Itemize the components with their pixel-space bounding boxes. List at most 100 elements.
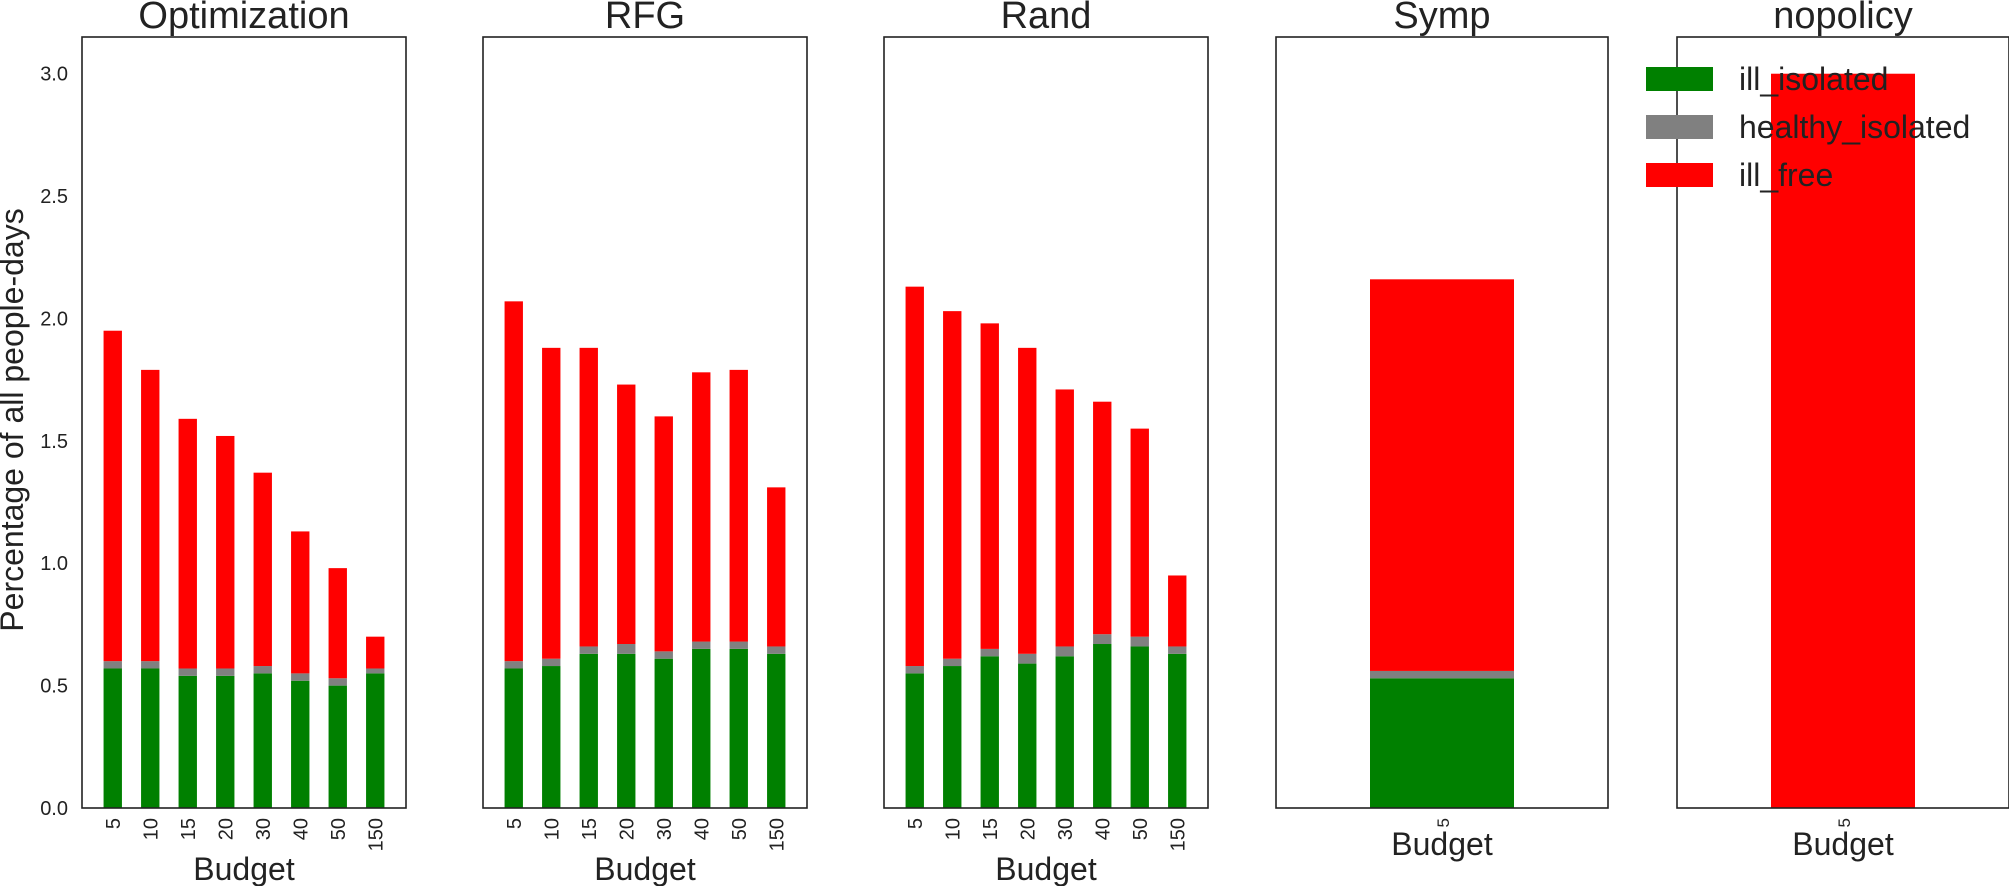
bar-segment-ill-free <box>1771 73 1915 808</box>
legend-swatch-ill-isolated <box>1646 67 1713 91</box>
x-tick-label: 20 <box>616 818 638 840</box>
bar-segment-ill-free <box>103 330 122 662</box>
bar-segment-healthy-isolated <box>1168 646 1187 654</box>
legend-label: ill_isolated <box>1739 61 1888 97</box>
bar-segment-ill-isolated <box>692 648 711 808</box>
bar-segment-ill-isolated <box>617 653 636 808</box>
x-tick-label: 5 <box>103 818 125 829</box>
bar-segment-ill-free <box>692 372 711 642</box>
bar-segment-healthy-isolated <box>1130 636 1149 647</box>
bar-segment-healthy-isolated <box>1055 646 1074 657</box>
bar-segment-healthy-isolated <box>178 668 197 676</box>
panel-title: Optimization <box>138 0 349 37</box>
bar-segment-ill-free <box>579 347 598 647</box>
y-tick-label: 0.0 <box>40 798 68 820</box>
bar-segment-healthy-isolated <box>579 646 598 654</box>
legend-swatch-ill-free <box>1646 163 1713 187</box>
x-tick-label: 15 <box>980 818 1002 840</box>
bar-segment-ill-free <box>980 323 999 649</box>
bar-segment-ill-isolated <box>366 673 385 808</box>
bar-segment-ill-free <box>1055 389 1074 647</box>
bar-segment-healthy-isolated <box>1018 653 1037 664</box>
panel-frame <box>81 36 407 809</box>
x-tick-label: 150 <box>766 818 788 851</box>
x-tick-label: 30 <box>654 818 676 840</box>
x-tick-label: 50 <box>729 818 751 840</box>
bar-segment-ill-isolated <box>767 653 786 808</box>
bar-segment-ill-free <box>729 369 748 642</box>
bar-segment-ill-free <box>1018 347 1037 654</box>
x-axis-label: Budget <box>1792 826 1894 862</box>
bar-segment-healthy-isolated <box>1370 670 1514 679</box>
bar-segment-healthy-isolated <box>729 641 748 649</box>
x-tick-label: 150 <box>365 818 387 851</box>
x-tick-label: 40 <box>1092 818 1114 840</box>
x-tick-label: 30 <box>253 818 275 840</box>
bar-segment-healthy-isolated <box>943 658 962 667</box>
bar-segment-ill-free <box>328 568 347 679</box>
panel-frame <box>1275 36 1609 809</box>
bar-segment-ill-isolated <box>103 668 122 808</box>
bar-segment-ill-isolated <box>1055 656 1074 808</box>
x-tick-label: 40 <box>290 818 312 840</box>
x-axis-label: Budget <box>594 851 696 886</box>
bar-segment-healthy-isolated <box>216 668 235 676</box>
bar-segment-ill-isolated <box>1370 678 1514 808</box>
bar-segment-ill-isolated <box>1168 653 1187 808</box>
y-tick-label: 2.5 <box>40 186 68 208</box>
bar-segment-ill-isolated <box>504 668 523 808</box>
panel-frame <box>883 36 1209 809</box>
y-axis-label: Percentage of all people-days <box>0 208 30 631</box>
x-axis-label: Budget <box>995 851 1097 886</box>
panel-title: Symp <box>1393 0 1490 37</box>
bar-segment-ill-free <box>291 531 310 674</box>
x-axis-label: Budget <box>1391 826 1493 862</box>
x-tick-label: 20 <box>215 818 237 840</box>
x-axis-label: Budget <box>193 851 295 886</box>
bar-segment-ill-free <box>1130 428 1149 637</box>
x-tick-label: 50 <box>328 818 350 840</box>
bar-segment-ill-free <box>617 384 636 645</box>
y-tick-label: 1.0 <box>40 553 68 575</box>
bar-segment-ill-isolated <box>729 648 748 808</box>
bar-segment-healthy-isolated <box>328 678 347 686</box>
bar-segment-ill-free <box>253 472 272 667</box>
x-tick-label: 5 <box>1835 818 1854 827</box>
bar-segment-ill-free <box>504 301 523 662</box>
panel-title: RFG <box>605 0 685 37</box>
panel-rfg: RFG 5 10 15 20 30 40 50 150 Budget <box>482 0 808 886</box>
legend: ill_isolated healthy_isolated ill_free <box>1646 61 1970 193</box>
bar-segment-ill-isolated <box>328 685 347 808</box>
bar-segment-ill-isolated <box>253 673 272 808</box>
x-tick-label: 15 <box>579 818 601 840</box>
bar-segment-ill-free <box>943 311 962 659</box>
chart-panels: Optimization 5 10 15 20 30 40 50 150 Budget RFG 5 10… <box>81 0 2009 886</box>
bar-segment-healthy-isolated <box>366 668 385 674</box>
bar-segment-ill-isolated <box>1093 644 1112 808</box>
bar-segment-ill-free <box>366 636 385 669</box>
bar-segment-ill-isolated <box>216 675 235 808</box>
y-tick-label: 2.0 <box>40 308 68 330</box>
x-tick-label: 10 <box>140 818 162 840</box>
bar-segment-ill-isolated <box>980 656 999 808</box>
y-tick-label: 3.0 <box>40 64 68 86</box>
bar-segment-healthy-isolated <box>980 648 999 657</box>
bar-segment-healthy-isolated <box>905 666 924 674</box>
bar-segment-healthy-isolated <box>253 666 272 674</box>
bar-segment-ill-isolated <box>178 675 197 808</box>
bar-segment-ill-isolated <box>141 668 160 808</box>
panel-optimization: Optimization 5 10 15 20 30 40 50 150 Budget <box>81 0 407 886</box>
bar-segment-ill-free <box>1168 575 1187 647</box>
y-axis-ticks: 0.0 0.5 1.0 1.5 2.0 2.5 3.0 <box>40 64 68 820</box>
bar-segment-ill-free <box>141 369 160 662</box>
bar-segment-healthy-isolated <box>767 646 786 654</box>
bar-segment-healthy-isolated <box>1093 634 1112 645</box>
bar-segment-ill-isolated <box>943 666 962 808</box>
bar-segment-ill-isolated <box>1018 663 1037 808</box>
x-tick-label: 5 <box>504 818 526 829</box>
bar-segment-ill-free <box>1370 279 1514 671</box>
bar-segment-ill-isolated <box>579 653 598 808</box>
panel-rand: Rand 5 10 15 20 30 40 50 150 Budget <box>883 0 1209 886</box>
y-tick-label: 1.5 <box>40 431 68 453</box>
panel-title: Rand <box>1001 0 1092 37</box>
